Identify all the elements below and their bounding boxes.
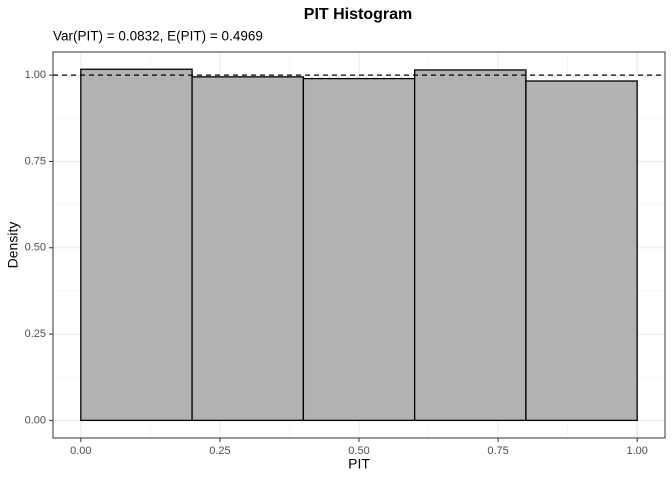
panel-border [52,51,666,439]
bar [191,76,305,422]
y-tick-label: 0.00 [25,414,46,426]
chart-title: PIT Histogram [304,6,412,23]
bar [413,69,527,422]
bar [80,68,193,422]
x-axis-label: PIT [348,456,370,472]
bar [302,77,416,422]
y-tick-label: 0.25 [25,328,46,340]
x-tick-label: 0.50 [348,445,369,457]
x-tick-label: 1.00 [626,445,647,457]
y-tick-label: 1.00 [25,69,46,81]
x-tick-label: 0.00 [70,445,91,457]
chart-subtitle: Var(PIT) = 0.0832, E(PIT) = 0.4969 [53,29,263,44]
y-tick-label: 0.50 [25,242,46,254]
y-tick-label: 0.75 [25,155,46,167]
y-axis-label: Density [5,222,21,269]
bar [525,80,638,422]
x-tick-label: 0.25 [209,445,230,457]
x-tick-label: 0.75 [487,445,508,457]
